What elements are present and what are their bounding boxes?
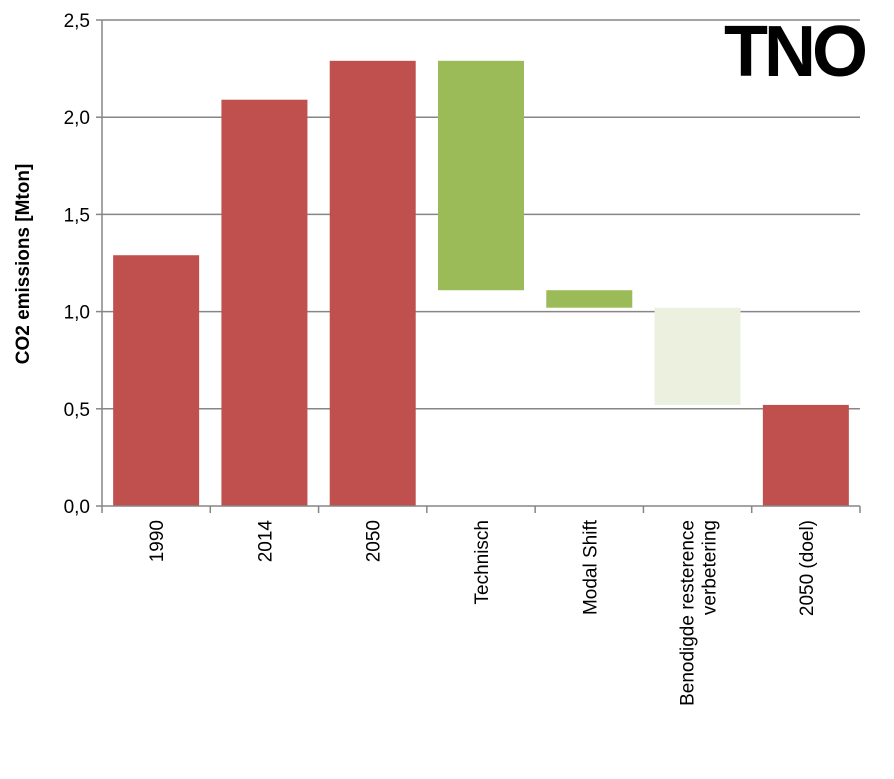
x-tick-label: 2050 [364, 520, 385, 562]
x-tick-label: Modal Shift [580, 519, 601, 615]
tno-logo: TNO [724, 12, 865, 92]
x-tick-label: Technisch [472, 520, 493, 605]
x-tick-label: 2050 (doel) [797, 520, 818, 616]
bar [113, 255, 200, 506]
y-tick-label: 1,0 [64, 303, 90, 324]
y-tick-label: 0,0 [64, 497, 90, 518]
bar [438, 60, 524, 291]
bar [329, 60, 416, 506]
x-tick-label: verbetering [700, 520, 721, 615]
y-tick-label: 2,5 [64, 11, 90, 32]
y-tick-label: 2,0 [64, 108, 90, 129]
axis-layer: 0,0 0,5 1,0 1,5 2,0 2,5 1990 2014 2050 Technisch M… [64, 11, 861, 706]
y-tick-label: 1,5 [64, 205, 90, 226]
y-axis-title: CO2 emissions [Mton] [13, 164, 34, 365]
x-tick-label: 1990 [147, 520, 168, 562]
bar-layer [113, 60, 849, 506]
bar [221, 99, 308, 506]
x-tick-label: 2014 [255, 520, 276, 563]
bar [654, 307, 741, 405]
bar [762, 404, 849, 506]
y-tick-label: 0,5 [64, 400, 90, 421]
bar [546, 290, 633, 308]
x-tick-label: Benodigde resterence [678, 520, 699, 706]
